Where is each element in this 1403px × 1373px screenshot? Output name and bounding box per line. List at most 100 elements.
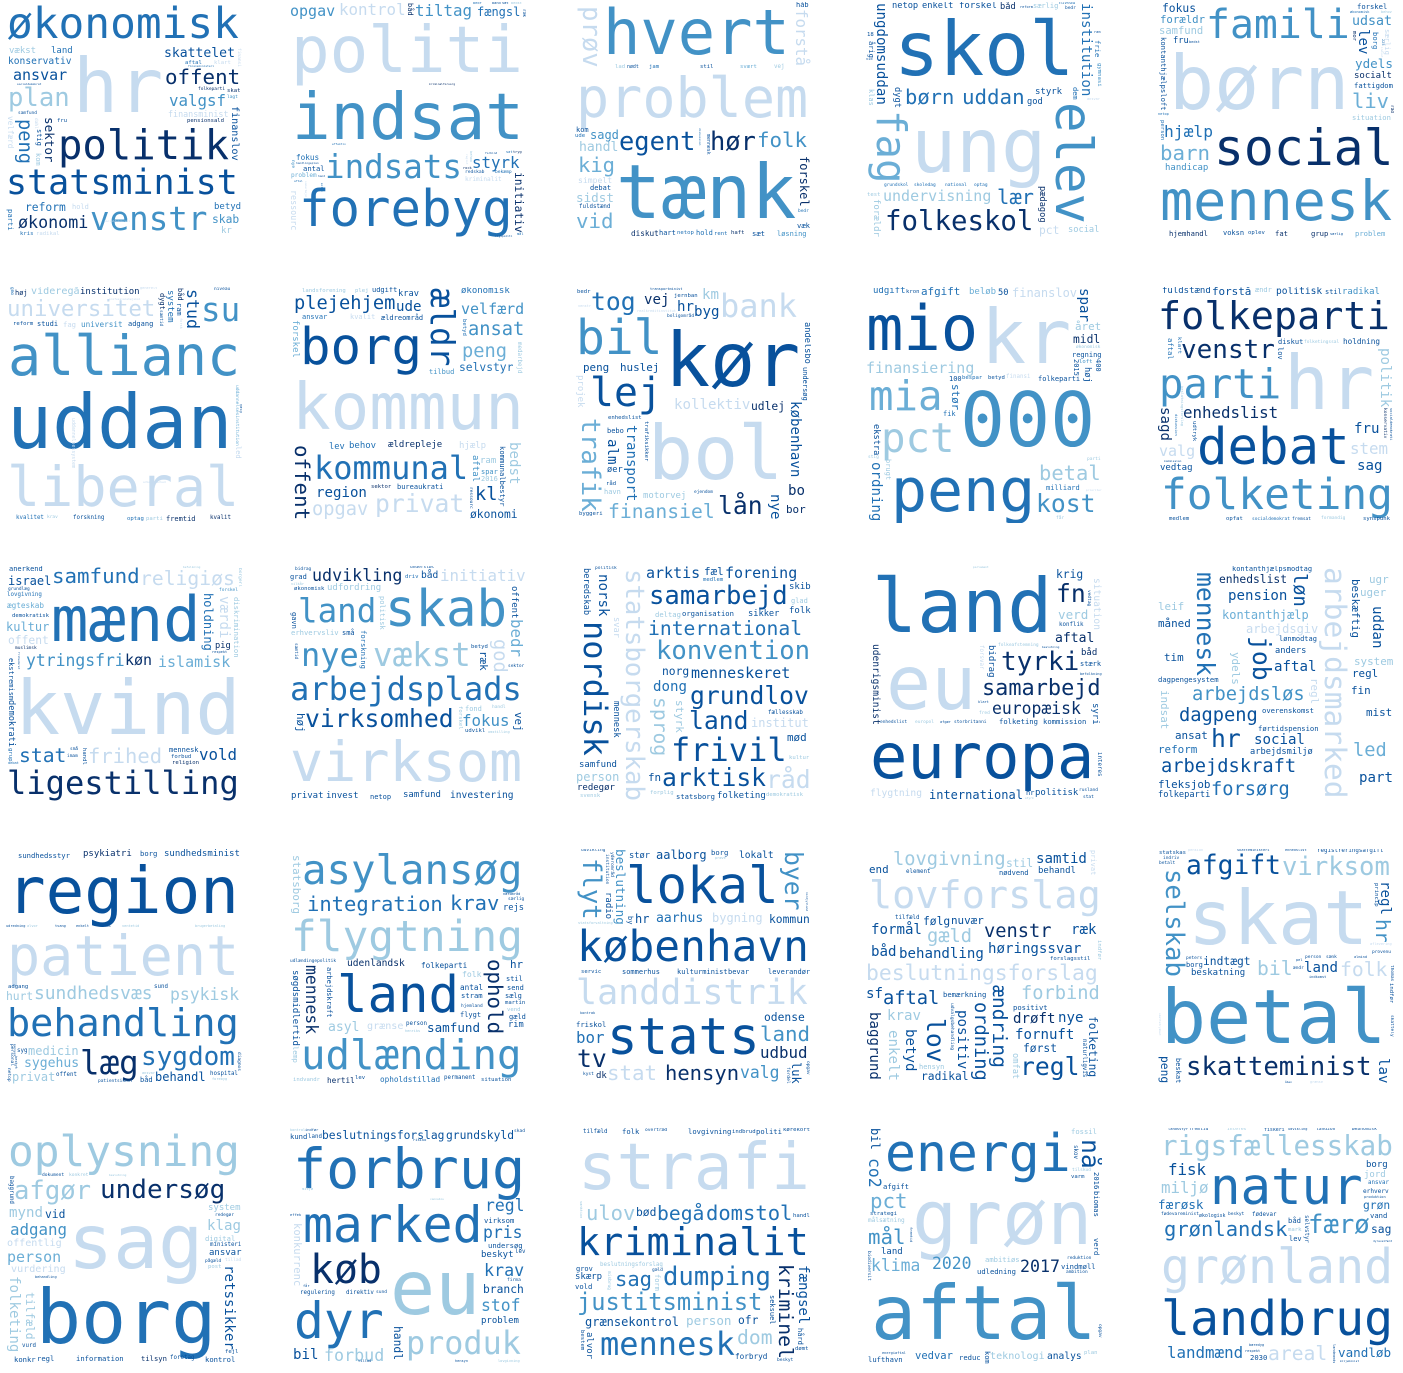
cloud-word: forbind — [1021, 983, 1100, 1004]
cloud-word: universitet — [7, 296, 156, 322]
cloud-word: nuvær — [951, 914, 984, 927]
cloud-word: sælg — [505, 992, 522, 1000]
cloud-word: borg — [1366, 1160, 1388, 1170]
cloud-word: konkurrenc — [291, 1223, 304, 1287]
cloud-word: høj — [15, 289, 28, 297]
cloud-word: sænk — [1326, 955, 1337, 960]
cloud-word: job — [1246, 636, 1276, 681]
cloud-word: seksuel — [767, 1295, 776, 1325]
cloud-word: forstå — [791, 9, 811, 67]
cloud-word: båd — [1288, 1216, 1301, 1225]
cloud-word: synspunk — [1363, 516, 1390, 522]
cloud-word: offent — [290, 445, 314, 521]
cloud-word: initiativ — [440, 566, 526, 585]
cloud-word: lev — [1289, 1235, 1302, 1243]
cloud-word: samfund — [52, 566, 140, 588]
cloud-word: kom — [33, 153, 42, 166]
cloud-word: medlem — [1169, 516, 1190, 522]
cloud-word: udlænding — [301, 1031, 522, 1079]
cloud-word: hr — [1370, 919, 1394, 943]
cloud-word: opfat — [1226, 516, 1243, 522]
cloud-word: institut — [751, 716, 809, 730]
cloud-word: styrk — [1025, 796, 1034, 800]
cloud-word: økonomi — [470, 508, 518, 521]
cloud-word: tillad — [358, 1359, 372, 1363]
cloud-word: demokrati — [6, 700, 16, 748]
cloud-word: opgav — [312, 499, 369, 520]
cloud-word: lev — [329, 442, 345, 452]
cloud-word: tvang — [55, 924, 66, 928]
cloud-word: tog — [591, 287, 636, 316]
cloud-word: ændring — [987, 985, 1011, 1068]
cloud-word: retssikker — [221, 1265, 238, 1350]
cloud-word: statsminist — [6, 163, 238, 203]
cloud-word: fokus — [462, 711, 510, 730]
cloud-word: kontanthjælpsmodtag — [1232, 566, 1313, 573]
cloud-word: forskning — [73, 515, 105, 521]
cloud-word: dong — [653, 679, 687, 695]
cloud-word: ordning — [969, 1002, 991, 1081]
cloud-word: enkelt — [885, 1030, 902, 1081]
cloud-word: kvalit — [350, 313, 376, 321]
cloud-word: stat — [1083, 795, 1094, 800]
cloud-word: bebo — [607, 427, 624, 435]
cloud-word: mød — [787, 731, 807, 744]
cloud-word: ordning — [868, 462, 885, 522]
cloud-word: skib — [789, 582, 811, 592]
cloud-word: aftal — [470, 455, 481, 483]
cloud-word: folk — [757, 128, 808, 152]
cloud-word: forskel — [219, 588, 238, 593]
cloud-word: eu — [390, 1244, 481, 1332]
cloud-word: folketing — [999, 717, 1038, 726]
cloud-word: grønland — [1161, 1239, 1394, 1295]
cloud-word: styrk — [472, 153, 520, 172]
cloud-word: domstol — [706, 1201, 793, 1225]
cloud-word: optag — [127, 516, 144, 522]
cloud-word: båd — [421, 570, 439, 581]
cloud-word: udvalgsbehandling — [948, 1003, 954, 1051]
cloud-word: vedvar — [915, 1350, 953, 1362]
cloud-word: høringssvar — [988, 941, 1082, 957]
cloud-word: bil — [293, 1347, 319, 1363]
cloud-word: kriminel — [773, 1264, 797, 1359]
cloud-word: styrk — [672, 700, 686, 733]
cloud-word: fokus — [1162, 2, 1197, 15]
cloud-word: landbrug — [1161, 1291, 1394, 1347]
cloud-word: voksn — [1223, 229, 1245, 237]
cloud-word: effek — [290, 1213, 302, 1217]
cloud-word: økologisk — [1199, 1213, 1226, 1219]
word-cloud-10: hr folketing folkeparti debat parti venstr enh… — [1158, 287, 1394, 523]
cloud-word: borg — [711, 849, 729, 857]
cloud-word: 2017 — [1020, 1257, 1060, 1276]
cloud-word: samtid — [293, 643, 299, 660]
cloud-word: betal — [1039, 461, 1101, 485]
cloud-word: produktion — [1364, 1195, 1386, 1199]
cloud-word: registreringsafgift — [1317, 849, 1384, 854]
cloud-word: grundlov — [690, 681, 809, 710]
cloud-word: fremtid — [166, 515, 196, 523]
cloud-word: handicap — [1165, 163, 1209, 173]
cloud-word: bemærkning — [943, 990, 987, 999]
cloud-word: stud — [182, 289, 202, 329]
cloud-word: syri — [1090, 703, 1101, 725]
cloud-word: skærp — [575, 1272, 603, 1282]
cloud-word: bedst — [1189, 40, 1200, 44]
cloud-word: svensk — [580, 793, 601, 799]
cloud-word: ventetid — [122, 924, 140, 928]
cloud-word: almind — [1354, 955, 1367, 959]
cloud-word: dumping — [663, 1262, 771, 1292]
cloud-word: naturligvis — [1080, 1039, 1087, 1078]
cloud-word: biodiversit — [866, 1251, 872, 1281]
cloud-word: lovforslag — [869, 873, 1101, 918]
cloud-word: forskel — [1357, 2, 1388, 11]
cloud-word: peng — [1158, 1056, 1172, 1084]
cloud-word: pct — [870, 1189, 908, 1213]
cloud-word: indtægt — [1203, 955, 1251, 968]
cloud-word: politisk — [595, 566, 617, 571]
cloud-word: mist — [1366, 706, 1393, 719]
cloud-word: dygt — [157, 293, 166, 310]
cloud-word: adgang — [10, 1220, 68, 1239]
cloud-word: sæt — [752, 229, 765, 238]
cloud-word: diskussion — [1173, 414, 1178, 436]
cloud-word: huslej — [620, 361, 660, 374]
